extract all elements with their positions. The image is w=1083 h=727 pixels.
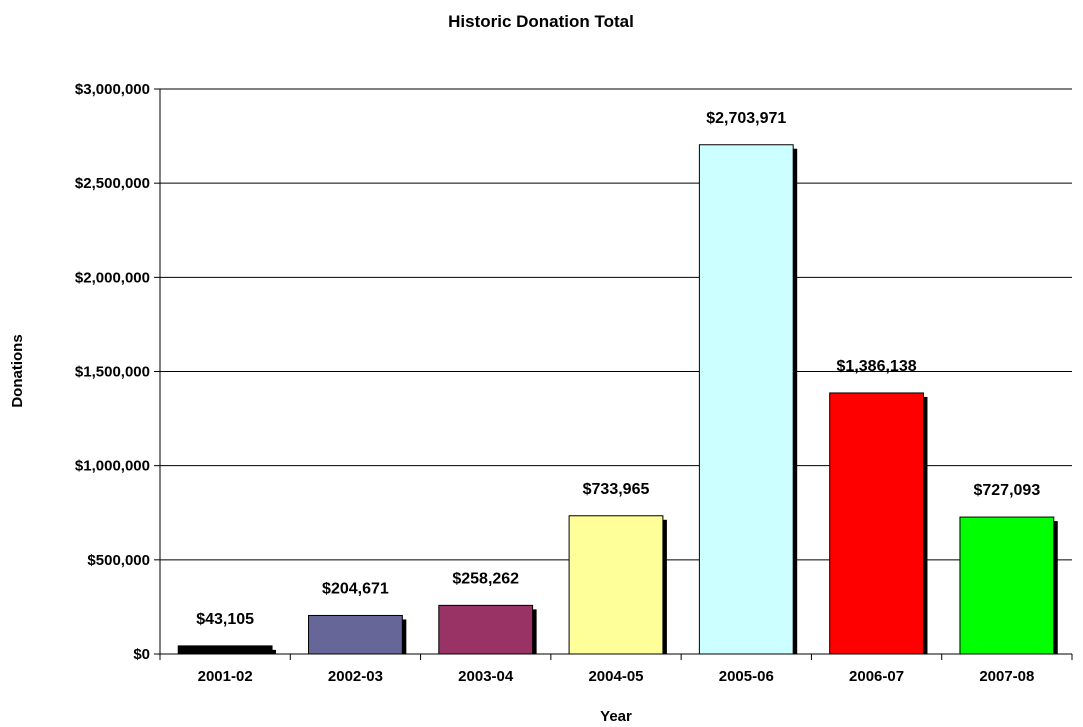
y-tick-label: $0 <box>133 646 150 663</box>
x-tick-label: 2002-03 <box>328 668 383 685</box>
x-axis: 2001-02 2002-03 2003-04 2004-05 2005-06 2006-… <box>159 653 1073 685</box>
bar-2006-07 <box>829 392 924 655</box>
y-tick-label: $2,500,000 <box>75 175 150 192</box>
data-label: $258,262 <box>452 570 519 587</box>
bar-2002-03 <box>308 614 403 655</box>
y-tick-label: $3,000,000 <box>75 81 150 98</box>
x-tick-label: 2006-07 <box>849 668 904 685</box>
data-label: $727,093 <box>973 482 1040 499</box>
x-axis-label: Year <box>600 708 632 725</box>
data-label: $733,965 <box>583 481 650 498</box>
bar-2004-05 <box>568 515 664 655</box>
chart-title: Historic Donation Total <box>448 12 634 31</box>
x-tick-label: 2005-06 <box>719 668 774 685</box>
y-axis: $0 $500,000 $1,000,000 $1,500,000 $2,000,000… <box>75 81 161 663</box>
y-tick-label: $2,000,000 <box>75 269 150 286</box>
data-label: $43,105 <box>196 611 254 628</box>
data-label: $204,671 <box>322 580 389 597</box>
bar-2007-08 <box>959 516 1055 655</box>
x-tick-label: 2003-04 <box>458 668 514 685</box>
bars <box>177 144 1058 655</box>
data-labels: $43,105 $204,671 $258,262 $733,965 $2,703,97… <box>196 110 1040 628</box>
bar-2005-06 <box>698 144 794 655</box>
y-axis-label: Donations <box>9 334 26 407</box>
x-tick-label: 2004-05 <box>588 668 643 685</box>
bar-2003-04 <box>438 604 534 655</box>
x-tick-label: 2007-08 <box>979 668 1034 685</box>
data-label: $1,386,138 <box>837 358 917 375</box>
x-tick-label: 2001-02 <box>198 668 253 685</box>
data-label: $2,703,971 <box>706 110 786 127</box>
y-tick-label: $500,000 <box>87 552 150 569</box>
bar-2001-02 <box>177 645 273 655</box>
y-tick-label: $1,500,000 <box>75 364 150 381</box>
y-tick-label: $1,000,000 <box>75 458 150 475</box>
